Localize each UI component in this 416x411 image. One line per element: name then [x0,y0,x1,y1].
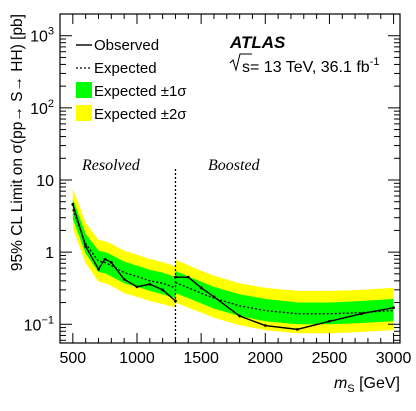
expected-line-boosted [175,281,394,315]
x-tick-label: 1000 [119,350,155,367]
observed-point [186,275,190,279]
x-tick-label: 2500 [312,350,348,367]
observed-point [212,295,216,299]
observed-point [122,277,126,281]
observed-point [71,202,75,206]
x-axis-label-unit: [GeV] [355,375,400,392]
x-tick-label: 1500 [183,350,219,367]
observed-point [295,327,299,331]
observed-point [84,245,88,248]
observed-point [103,257,107,261]
energy-main: = 13 TeV, 36.1 fb [250,59,370,76]
observed-point [161,288,165,292]
legend: Observed Expected Expected ±1σ Expected ±2σ [76,37,187,123]
band-1sigma-boosted [175,270,394,325]
y-tick-label: 10 [36,173,54,190]
plot-border [59,13,401,344]
y-tick-exponent: 2 [48,98,54,110]
y-tick-base: 10 [30,29,48,46]
legend-expected-label: Expected [94,60,157,77]
observed-point [97,267,100,271]
limit-lines [71,169,395,343]
sqrt-symbol [229,53,252,72]
energy-label: s= 13 TeV, 36.1 fb-1 [242,56,379,76]
legend-observed-label: Observed [94,37,159,54]
legend-band2-swatch [76,105,92,121]
legend-band2-label: Expected ±2σ [94,106,187,123]
observed-point [135,285,139,289]
expected-bands [72,188,394,334]
observed-point [148,282,152,286]
observed-point [199,286,203,290]
observed-point [263,324,267,327]
region-label-boosted: Boosted [208,157,261,174]
energy-superscript: -1 [370,56,380,68]
y-tick-label: 102 [30,98,54,118]
x-tick-label: 3000 [376,350,412,367]
y-tick-exponent: −1 [41,314,54,326]
observed-point [328,319,331,323]
legend-band1-label: Expected ±1σ [94,83,187,100]
y-axis-label: 95% CL Limit on σ(pp→ S→ HH) [pb] [9,14,26,271]
y-tick-label: 1 [45,245,54,262]
x-axis-label-subscript: S [347,383,354,395]
observed-line-resolved [72,204,176,302]
observed-line-boosted [175,276,394,331]
energy-sqrt-s: s [242,59,250,76]
y-tick-exponent: 3 [48,26,54,38]
observed-point [109,261,113,264]
observed-point [238,314,242,318]
y-tick-base: 10 [24,317,42,334]
band-1sigma-resolved [72,199,176,299]
region-label-resolved: Resolved [81,157,141,174]
expected-line-resolved [72,209,176,289]
x-tick-label: 500 [59,350,86,367]
legend-band1-swatch [76,82,92,98]
x-axis-label: mS [GeV] [334,375,400,395]
y-tick-label: 103 [30,26,54,46]
atlas-label: ATLAS [229,33,286,52]
observed-point [360,312,363,316]
plot-frame [59,13,401,344]
x-tick-label: 2000 [247,350,283,367]
observed-point [392,306,395,310]
y-tick-base: 10 [30,101,48,118]
y-tick-label: 10−1 [24,314,54,334]
annotations: mS [GeV] 95% CL Limit on σ(pp→ S→ HH) [pb… [9,14,400,395]
x-axis-label-symbol: m [334,375,347,392]
